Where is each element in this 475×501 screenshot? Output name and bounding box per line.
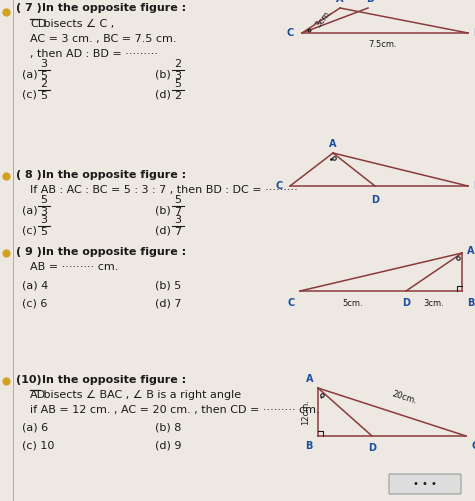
Text: 7.5cm.: 7.5cm. (369, 40, 397, 49)
Text: (b): (b) (155, 205, 171, 215)
Text: (c): (c) (22, 89, 37, 99)
Text: 5: 5 (40, 227, 48, 237)
Text: 2: 2 (174, 91, 181, 101)
Text: 2: 2 (174, 59, 181, 69)
Text: ( 9 ): ( 9 ) (16, 247, 42, 257)
Text: AD: AD (30, 390, 46, 400)
Text: In the opposite figure :: In the opposite figure : (42, 375, 186, 385)
Text: A: A (467, 246, 475, 256)
Text: D: D (368, 443, 376, 453)
Text: AC = 3 cm. , BC = 7.5 cm.: AC = 3 cm. , BC = 7.5 cm. (30, 34, 177, 44)
Text: 3cm.: 3cm. (424, 299, 445, 308)
Text: (a) 4: (a) 4 (22, 280, 48, 290)
Text: ( 8 ): ( 8 ) (16, 170, 42, 180)
Text: (b): (b) (155, 69, 171, 79)
Text: 2: 2 (40, 79, 48, 89)
Text: 3: 3 (40, 59, 48, 69)
Text: C: C (276, 181, 283, 191)
Text: CD: CD (30, 19, 46, 29)
Text: C: C (287, 28, 294, 38)
Text: (a): (a) (22, 205, 38, 215)
Text: (c) 6: (c) 6 (22, 298, 48, 308)
Text: (d): (d) (155, 225, 171, 235)
Text: B: B (473, 181, 475, 191)
Text: (d) 9: (d) 9 (155, 441, 181, 451)
Text: (c) 10: (c) 10 (22, 441, 54, 451)
Text: In the opposite figure :: In the opposite figure : (42, 170, 186, 180)
Text: • • •: • • • (413, 479, 437, 489)
Text: D: D (402, 298, 410, 308)
Text: B: B (473, 28, 475, 38)
Text: B: B (467, 298, 475, 308)
Text: 5cm.: 5cm. (342, 299, 363, 308)
Text: 20cm.: 20cm. (390, 389, 418, 406)
Text: (a) 6: (a) 6 (22, 423, 48, 433)
Text: D: D (371, 195, 379, 205)
Text: A: A (329, 139, 337, 149)
Text: 3: 3 (40, 207, 48, 217)
Text: C: C (471, 441, 475, 451)
Text: In the opposite figure :: In the opposite figure : (42, 247, 186, 257)
Text: (a): (a) (22, 69, 38, 79)
Text: ( 7 ): ( 7 ) (16, 3, 42, 13)
Text: A: A (305, 374, 313, 384)
Text: 12cm.: 12cm. (301, 399, 310, 425)
Text: 5: 5 (174, 79, 181, 89)
Text: (b) 5: (b) 5 (155, 280, 181, 290)
Text: D: D (366, 0, 374, 4)
Text: (d) 7: (d) 7 (155, 298, 181, 308)
Text: (c): (c) (22, 225, 37, 235)
Text: In the opposite figure :: In the opposite figure : (42, 3, 186, 13)
Text: 3: 3 (174, 215, 181, 225)
FancyBboxPatch shape (389, 474, 461, 494)
Text: 5: 5 (40, 195, 48, 205)
Text: 5: 5 (40, 71, 48, 81)
Text: bisects ∠ C ,: bisects ∠ C , (40, 19, 114, 29)
Text: (b) 8: (b) 8 (155, 423, 181, 433)
Text: 3cm.: 3cm. (314, 7, 334, 29)
Text: bisects ∠ BAC , ∠ B is a right angle: bisects ∠ BAC , ∠ B is a right angle (40, 390, 241, 400)
Text: , then AD : BD = ·········: , then AD : BD = ········· (30, 49, 158, 59)
Text: A: A (336, 0, 344, 4)
Text: 3: 3 (174, 71, 181, 81)
Text: 5: 5 (40, 91, 48, 101)
Text: (d): (d) (155, 89, 171, 99)
Text: C: C (288, 298, 295, 308)
Text: 7: 7 (174, 207, 181, 217)
Text: 3: 3 (40, 215, 48, 225)
Text: B: B (305, 441, 313, 451)
Text: AB = ········· cm.: AB = ········· cm. (30, 262, 118, 272)
Text: If AB : AC : BC = 5 : 3 : 7 , then BD : DC = ·········: If AB : AC : BC = 5 : 3 : 7 , then BD : … (30, 185, 298, 195)
Text: if AB = 12 cm. , AC = 20 cm. , then CD = ········· cm.: if AB = 12 cm. , AC = 20 cm. , then CD =… (30, 405, 320, 415)
Text: 5: 5 (174, 195, 181, 205)
Text: (10): (10) (16, 375, 42, 385)
Text: 7: 7 (174, 227, 181, 237)
